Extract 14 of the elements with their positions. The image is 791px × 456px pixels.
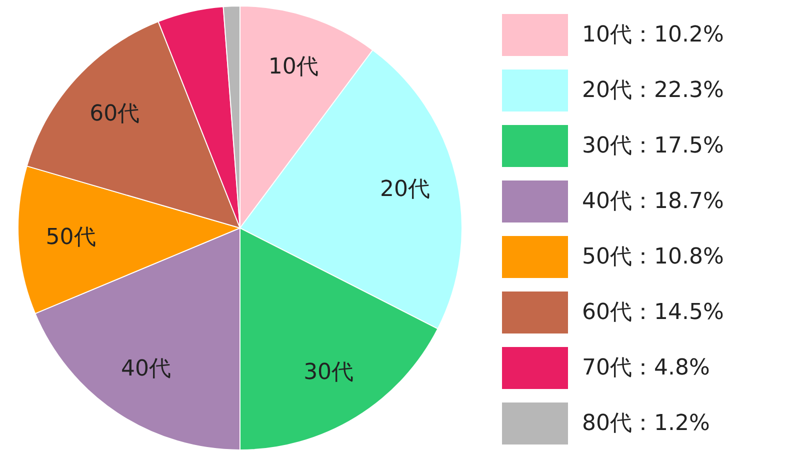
slice-label: 30代 <box>304 360 354 386</box>
category-label: 40代：18.7% <box>582 189 724 214</box>
legend-label: 70代：4.8% <box>582 356 710 380</box>
slice-label: 20代 <box>380 176 430 202</box>
category-label: 20代：22.3% <box>582 78 724 103</box>
slice-label: 60代 <box>90 101 140 126</box>
category-label: 10代：10.2% <box>582 22 724 48</box>
category-label: 30代：17.5% <box>582 134 724 158</box>
legend-label: 80代：1.2% <box>582 411 710 436</box>
slice-label: 40代 <box>121 356 172 382</box>
slice-label: 50代 <box>46 225 96 250</box>
category-label: 50代：10.8% <box>582 244 724 270</box>
slice-label: 10代 <box>268 54 318 80</box>
category-label: 60代：14.5% <box>582 300 724 325</box>
